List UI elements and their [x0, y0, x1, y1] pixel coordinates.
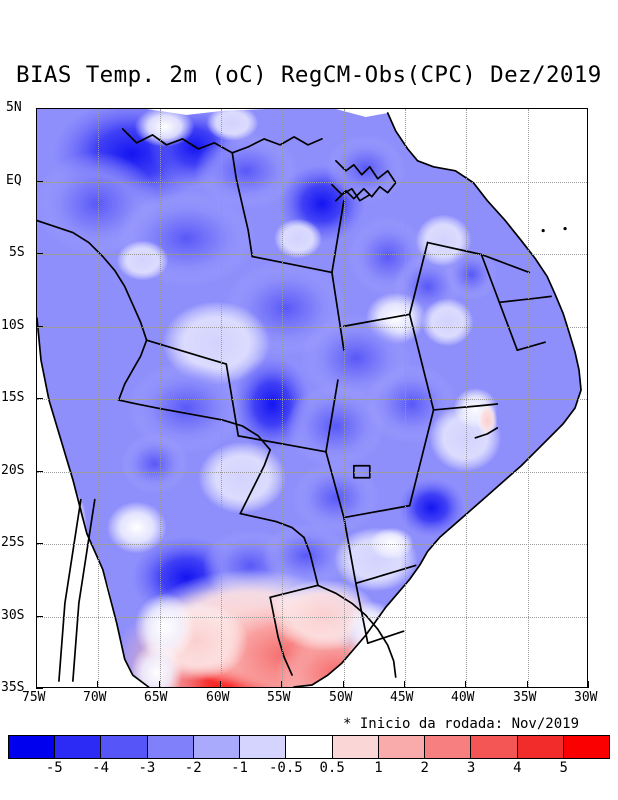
- run-start-annotation: * Inicio da rodada: Nov/2019: [343, 716, 580, 732]
- colorbar-segment: [193, 736, 241, 758]
- colorbar-tick-label: -2: [184, 760, 202, 776]
- gridline-vertical: [221, 109, 222, 687]
- gridline-vertical: [282, 109, 284, 687]
- offshore-islands: [541, 226, 567, 233]
- y-tick-label: 5S: [9, 245, 25, 260]
- y-tick-label: 35S: [1, 680, 25, 695]
- gridline-horizontal: [37, 399, 587, 400]
- y-tick-label: 20S: [1, 463, 25, 478]
- y-tick-label: 30S: [1, 608, 25, 623]
- y-tick-label: EQ: [6, 173, 22, 188]
- x-tick-label: 60W: [206, 690, 230, 705]
- x-tick-label: 65W: [144, 690, 168, 705]
- gridline-horizontal: [37, 181, 587, 183]
- colorbar-tick-label: 3: [466, 760, 476, 776]
- colorbar-tick-label: 2: [420, 760, 429, 776]
- colorbar-tick-label: 0.5: [319, 760, 345, 776]
- bias-field-map: [37, 109, 587, 687]
- gridline-vertical: [527, 109, 529, 687]
- colorbar-tick-label: 1: [374, 760, 383, 776]
- colorbar-segment: [563, 736, 610, 758]
- colorbar-segment: [332, 736, 379, 758]
- gridline-vertical: [98, 109, 100, 687]
- colorbar-tick-label: -0.5: [268, 760, 303, 776]
- x-tick-label: 45W: [390, 690, 414, 705]
- colorbar-segment: [147, 736, 194, 758]
- x-tick-label: 30W: [574, 690, 598, 705]
- x-tick-label: 75W: [22, 690, 46, 705]
- gridline-vertical: [159, 109, 161, 687]
- y-tick-label: 25S: [1, 535, 25, 550]
- x-tick-label: 35W: [513, 690, 537, 705]
- colorbar-tick-label: -3: [138, 760, 156, 776]
- gridline-horizontal: [37, 254, 587, 255]
- x-tick-label: 55W: [267, 690, 291, 705]
- colorbar-segment: [101, 736, 148, 758]
- coastline-and-borders-layer: [37, 112, 582, 687]
- colorbar-segment: [517, 736, 564, 758]
- colorbar-tick-label: 5: [559, 760, 568, 776]
- colorbar-tick-label: -1: [231, 760, 248, 776]
- y-tick-label: 10S: [1, 318, 25, 333]
- colorbar-segment: [286, 736, 333, 758]
- colorbar-segment: [240, 736, 287, 758]
- gridline-vertical: [405, 109, 406, 687]
- y-tick-label: 15S: [1, 390, 25, 405]
- colorbar-tick-label: 4: [513, 760, 522, 776]
- y-tick-label: 5N: [6, 100, 22, 115]
- map-plot-area: [36, 108, 588, 688]
- colorbar-segment: [471, 736, 518, 758]
- colorbar-tick-label: -4: [92, 760, 110, 776]
- gridline-vertical: [343, 109, 345, 687]
- colorbar-segment: [55, 736, 102, 758]
- colorbar-tick-label: -5: [45, 760, 63, 776]
- colorbar: [8, 735, 610, 759]
- colorbar-segment: [425, 736, 472, 758]
- chart-title: BIAS Temp. 2m (oC) RegCM-Obs(CPC) Dez/20…: [16, 62, 602, 88]
- map-canvas: [37, 109, 587, 687]
- x-tick-label: 50W: [329, 690, 353, 705]
- gridline-horizontal: [37, 544, 587, 545]
- x-tick-label: 70W: [83, 690, 107, 705]
- colorbar-tick-labels: -5 -4 -3 -2 -1 -0.5 0.5 1 2 3 4 5: [8, 760, 610, 780]
- x-tick-label: 40W: [451, 690, 475, 705]
- gridline-vertical: [466, 109, 468, 687]
- gridline-horizontal: [37, 471, 587, 473]
- colorbar-segment: [9, 736, 56, 758]
- gridline-horizontal: [37, 326, 587, 328]
- colorbar-segment: [378, 736, 426, 758]
- gridline-horizontal: [37, 616, 587, 618]
